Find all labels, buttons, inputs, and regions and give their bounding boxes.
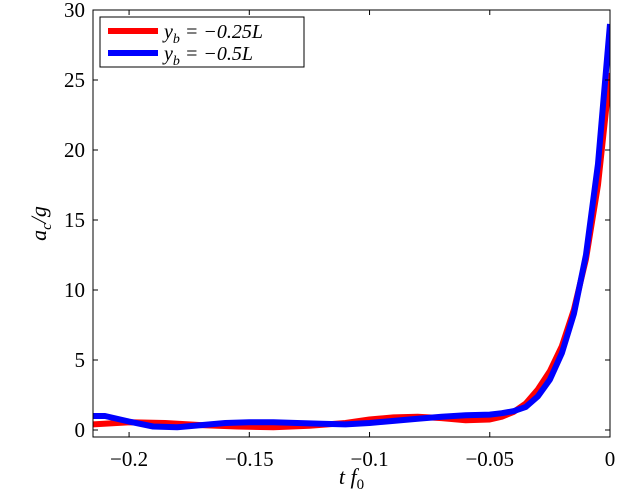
plot-area xyxy=(93,10,610,437)
ticks-layer: −0.2 −0.15 −0.1 −0.05 0 0 5 10 15 20 25 30 xyxy=(64,0,615,471)
y-tick-label: 30 xyxy=(64,0,85,22)
legend-box xyxy=(99,16,305,68)
y-tick-label: 15 xyxy=(64,208,85,232)
axes-box xyxy=(92,9,611,438)
x-tick-label: 0 xyxy=(605,447,616,471)
axes-layer xyxy=(92,9,611,438)
series-layer xyxy=(93,23,610,431)
y-axis-label: ac/g xyxy=(26,206,55,241)
legend-label-1: yb = −0.25L xyxy=(162,21,263,47)
x-tick-label: −0.05 xyxy=(465,447,514,471)
y-tick-label: 5 xyxy=(75,348,86,372)
x-tick-label: −0.1 xyxy=(350,447,388,471)
legend-label-2: yb = −0.5L xyxy=(162,43,253,69)
series-line-2 xyxy=(93,23,610,431)
x-tick-label: −0.15 xyxy=(225,447,274,471)
y-tick-label: 0 xyxy=(75,418,86,442)
y-tick-label: 20 xyxy=(64,138,85,162)
y-tick-label: 25 xyxy=(64,68,85,92)
y-tick-label: 10 xyxy=(64,278,85,302)
x-tick-label: −0.2 xyxy=(110,447,148,471)
plot-background xyxy=(93,10,610,437)
